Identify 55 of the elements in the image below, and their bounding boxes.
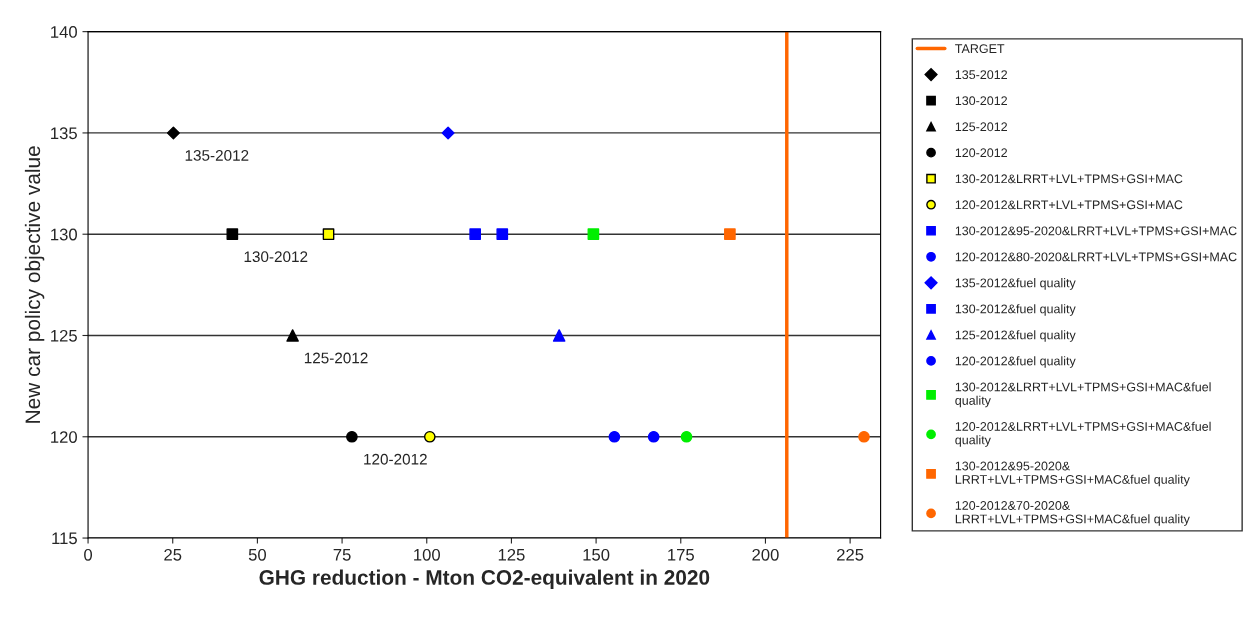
x-tick-label: 50 <box>248 548 267 561</box>
legend-label: 120-2012&fuel quality <box>955 356 1076 368</box>
x-tick-label: 100 <box>414 548 441 561</box>
y-tick-label: 140 <box>51 26 77 38</box>
y-tick-label: 125 <box>51 329 77 342</box>
x-tick-label: 0 <box>84 548 93 561</box>
point <box>858 430 870 443</box>
legend-label: TARGET <box>955 44 1005 54</box>
annotation: 120-2012 <box>364 453 427 465</box>
point <box>322 228 335 241</box>
legend-label: 135-2012 <box>955 70 1007 80</box>
point <box>286 329 299 342</box>
y-tick-label: 130 <box>51 228 77 241</box>
annotation: 135-2012 <box>185 150 249 161</box>
legend-label: 125-2012 <box>955 122 1007 132</box>
legend-label: 130-2012 <box>955 96 1007 106</box>
point <box>346 430 358 443</box>
x-tick-label: 75 <box>333 549 351 561</box>
legend-label: 130-2012&95-2020& LRRT+LVL+TPMS+GSI+MAC&fuel quality <box>955 461 1190 487</box>
y-tick-label: 120 <box>51 431 77 443</box>
annotation: 130-2012 <box>244 251 308 263</box>
legend-label: 120-2012&LRRT+LVL+TPMS+GSI+MAC <box>955 200 1183 210</box>
point <box>469 228 482 241</box>
x-tick-label: 125 <box>498 548 525 561</box>
point <box>680 430 693 443</box>
point <box>608 430 621 443</box>
legend-label: 130-2012&LRRT+LVL+TPMS+GSI+MAC&fuel quality <box>955 382 1211 408</box>
y-axis-title: New car policy objective value <box>24 146 45 423</box>
legend-label: 120-2012&70-2020& LRRT+LVL+TPMS+GSI+MAC&fuel quality <box>955 501 1190 526</box>
legend-label: 135-2012&fuel quality <box>955 278 1076 290</box>
y-tick-label: 115 <box>52 532 77 545</box>
x-axis-title: GHG reduction - Mton CO2-equivalent in 2020 <box>259 569 710 589</box>
annotation: 125-2012 <box>304 352 368 364</box>
point <box>587 228 600 241</box>
legend-label: 130-2012&95-2020&LRRT+LVL+TPMS+GSI+MAC <box>955 226 1237 236</box>
legend-label: 130-2012&LRRT+LVL+TPMS+GSI+MAC <box>955 174 1183 184</box>
x-tick-label: 150 <box>583 548 610 561</box>
point <box>441 126 455 140</box>
legend-label: 120-2012 <box>955 148 1007 158</box>
point <box>647 430 660 443</box>
legend-label: 120-2012&80-2020&LRRT+LVL+TPMS+GSI+MAC <box>955 252 1237 262</box>
point <box>166 126 180 140</box>
point <box>496 228 509 241</box>
point <box>552 329 566 342</box>
point <box>423 430 436 443</box>
point <box>724 228 736 241</box>
legend-label: 125-2012&fuel quality <box>955 330 1076 342</box>
x-tick-label: 175 <box>668 549 694 561</box>
x-tick-label: 25 <box>164 548 182 561</box>
legend-label: 120-2012&LRRT+LVL+TPMS+GSI+MAC&fuel quality <box>955 421 1211 447</box>
point <box>226 228 239 241</box>
y-tick-label: 135 <box>51 127 77 140</box>
x-tick-label: 225 <box>837 548 864 561</box>
x-tick-label: 200 <box>752 548 779 561</box>
legend-label: 130-2012&fuel quality <box>955 304 1076 316</box>
